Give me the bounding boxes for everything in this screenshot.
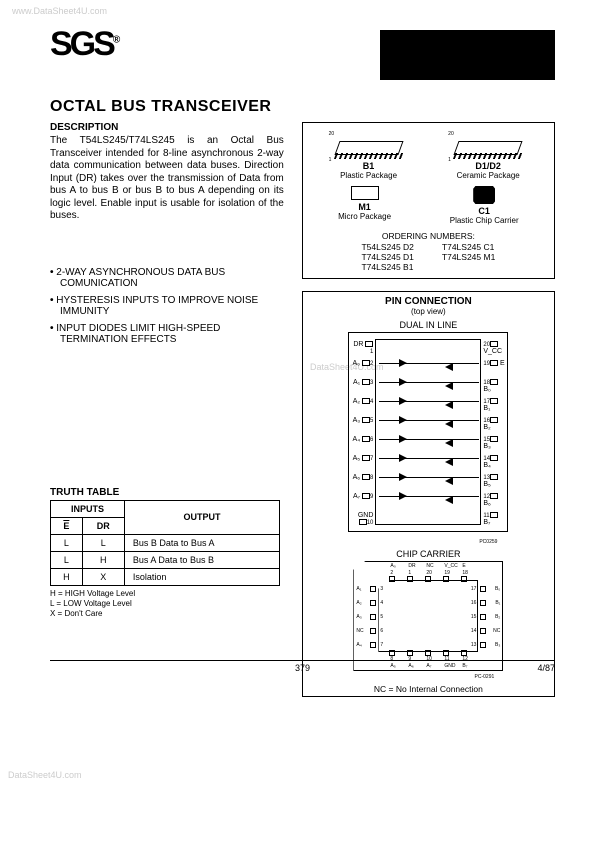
pin-connection-box: PIN CONNECTION (top view) DUAL IN LINE D… bbox=[302, 291, 555, 697]
table-row: H X Isolation bbox=[51, 568, 280, 585]
dil-pin-right: 19 E bbox=[483, 360, 505, 367]
page-number: 379 bbox=[295, 663, 310, 673]
chip-carrier-diagram: A₀2DR1NC20V_CC19E18A₁3B₀17A₂4B₁16A₃5B₂15… bbox=[353, 561, 503, 671]
dual-in-line-diagram: DR 1 20 V_CC A₀ 2 19 E A₁ 3 18 B₀ A₂ 4 17 B₁ A₃ … bbox=[348, 332, 508, 532]
truth-table: INPUTS OUTPUT E DR L L Bus B Data to Bus… bbox=[50, 500, 280, 586]
dil-pin-left: A₆ 8 bbox=[351, 474, 373, 481]
dil-pin-right: 16 B₂ bbox=[483, 417, 505, 431]
page-title: OCTAL BUS TRANSCEIVER bbox=[50, 98, 555, 116]
dil-pin-left: A₇ 9 bbox=[351, 493, 373, 500]
dil-pin-left: A₄ 6 bbox=[351, 436, 373, 443]
dil-pin-left: A₀ 2 bbox=[351, 360, 373, 367]
col-dr: DR bbox=[82, 517, 124, 534]
dil-pin-right: 14 B₄ bbox=[483, 455, 505, 469]
ordering-numbers: T54LS245 D2 T74LS245 D1 T74LS245 B1 T74L… bbox=[309, 242, 548, 272]
dip-icon: 20 1 bbox=[329, 131, 409, 159]
package-box: 20 1 B1 Plastic Package 20 1 D1 bbox=[302, 122, 555, 279]
dil-pin-left: A₅ 7 bbox=[351, 455, 373, 462]
package-b1: 20 1 B1 Plastic Package bbox=[329, 131, 409, 180]
dil-pin-right: 20 V_CC bbox=[483, 341, 505, 355]
feature-item: 2-WAY ASYNCHRONOUS DATA BUS COMUNICATION bbox=[50, 267, 284, 289]
dil-pin-right: 12 B₆ bbox=[483, 493, 505, 507]
micro-package-icon bbox=[351, 186, 379, 200]
header-black-box bbox=[380, 30, 555, 80]
header-row: SGS® bbox=[50, 30, 555, 80]
diagram-code: PC0259 bbox=[479, 539, 497, 545]
left-column: DESCRIPTION The T54LS245/T74LS245 is an … bbox=[50, 122, 284, 697]
watermark-bottom: DataSheet4U.com bbox=[8, 770, 82, 780]
sgs-logo: SGS® bbox=[50, 30, 117, 59]
inputs-header: INPUTS bbox=[51, 500, 125, 517]
table-row: L L Bus B Data to Bus A bbox=[51, 534, 280, 551]
dil-pin-right: 11 B₇ bbox=[483, 512, 505, 526]
package-m1: M1 Micro Package bbox=[338, 186, 391, 225]
feature-item: HYSTERESIS INPUTS TO IMPROVE NOISE IMMUN… bbox=[50, 295, 284, 317]
truth-table-title: TRUTH TABLE bbox=[50, 487, 284, 498]
dil-pin-left: A₃ 5 bbox=[351, 417, 373, 424]
description-body: The T54LS245/T74LS245 is an Octal Bus Tr… bbox=[50, 135, 284, 223]
dil-pin-right: 13 B₅ bbox=[483, 474, 505, 488]
right-column: 20 1 B1 Plastic Package 20 1 D1 bbox=[302, 122, 555, 697]
dil-pin-right: 15 B₃ bbox=[483, 436, 505, 450]
description-heading: DESCRIPTION bbox=[50, 122, 284, 133]
logo-text: SGS bbox=[50, 25, 113, 63]
logo-reg: ® bbox=[113, 35, 117, 46]
nc-note: NC = No Internal Connection bbox=[309, 684, 548, 694]
dil-pin-left: DR 1 bbox=[351, 341, 373, 355]
pin-title: PIN CONNECTION bbox=[309, 296, 548, 307]
dil-pin-right: 17 B₁ bbox=[483, 398, 505, 412]
features-list: 2-WAY ASYNCHRONOUS DATA BUS COMUNICATION… bbox=[50, 267, 284, 345]
table-row: L H Bus A Data to Bus B bbox=[51, 551, 280, 568]
output-header: OUTPUT bbox=[124, 500, 279, 534]
truth-legend: H = HIGH Voltage Level L = LOW Voltage L… bbox=[50, 589, 284, 620]
page-body: SGS® OCTAL BUS TRANSCEIVER DESCRIPTION T… bbox=[0, 0, 595, 697]
package-d1d2: 20 1 D1/D2 Ceramic Package bbox=[448, 131, 528, 180]
dil-pin-left: A₁ 3 bbox=[351, 379, 373, 386]
dil-pin-left: A₂ 4 bbox=[351, 398, 373, 405]
pin-subtitle: (top view) bbox=[309, 307, 548, 316]
col-e: E bbox=[51, 517, 83, 534]
carrier-code: PC-0291 bbox=[475, 674, 495, 680]
dip-icon: 20 1 bbox=[448, 131, 528, 159]
dil-pin-right: 18 B₀ bbox=[483, 379, 505, 393]
dual-in-line-label: DUAL IN LINE bbox=[309, 320, 548, 330]
page-footer: 379 4/87 bbox=[50, 660, 555, 673]
dil-pin-left: GND 10 bbox=[351, 512, 373, 526]
chip-carrier-label: CHIP CARRIER bbox=[309, 549, 548, 559]
ordering-title: ORDERING NUMBERS: bbox=[309, 231, 548, 241]
feature-item: INPUT DIODES LIMIT HIGH-SPEED TERMINATIO… bbox=[50, 323, 284, 345]
package-c1: C1 Plastic Chip Carrier bbox=[450, 186, 519, 225]
main-columns: DESCRIPTION The T54LS245/T74LS245 is an … bbox=[50, 122, 555, 697]
chip-carrier-icon bbox=[473, 186, 495, 204]
footer-date: 4/87 bbox=[537, 663, 555, 673]
